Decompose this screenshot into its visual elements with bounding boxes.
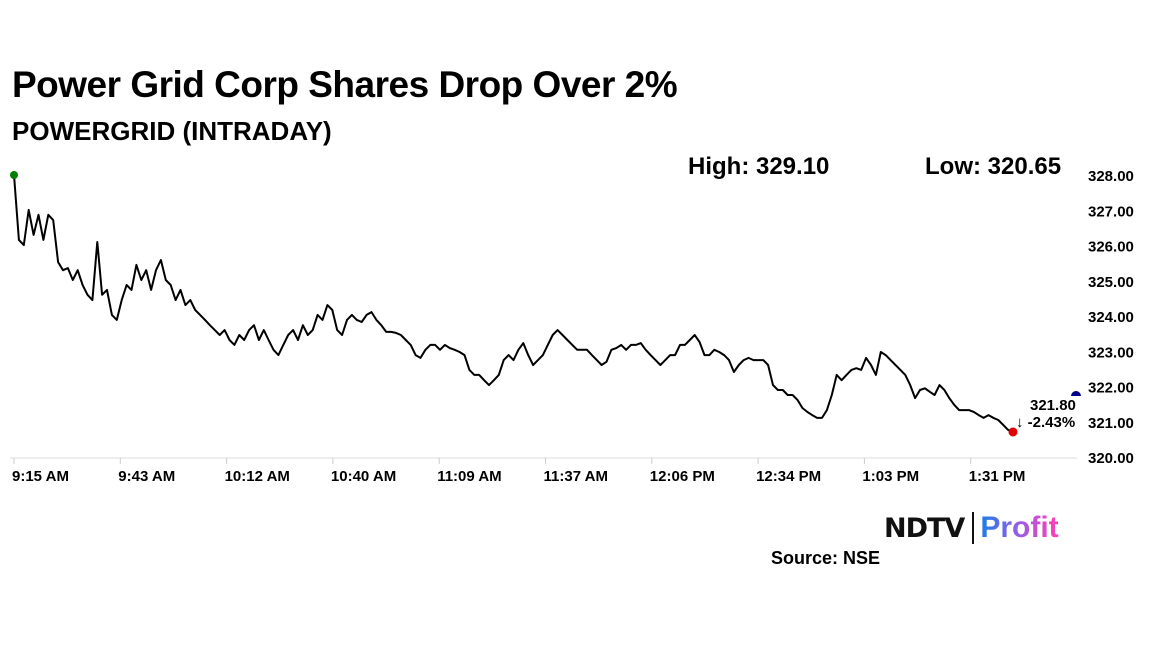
x-tick-label: 9:15 AM <box>12 468 69 485</box>
y-tick-label: 323.00 <box>1088 344 1134 361</box>
reference-marker <box>1071 391 1081 396</box>
y-tick-label: 326.00 <box>1088 239 1134 256</box>
chart-subtitle: POWERGRID (INTRADAY) <box>12 116 332 146</box>
source-label: Source: NSE <box>771 548 881 568</box>
x-tick-label: 10:12 AM <box>225 468 290 485</box>
x-tick-label: 9:43 AM <box>118 468 175 485</box>
change-label: ↓ -2.43% <box>1016 414 1075 431</box>
x-tick-label: 10:40 AM <box>331 468 396 485</box>
high-label: High: 329.10 <box>688 153 830 180</box>
y-tick-label: 324.00 <box>1088 309 1134 326</box>
last-price-label: 321.80 <box>1030 397 1076 414</box>
x-tick-label: 11:37 AM <box>544 468 608 485</box>
end-marker <box>1008 427 1018 437</box>
y-tick-label: 325.00 <box>1088 274 1134 291</box>
logo-profit: Profit <box>980 511 1059 544</box>
y-tick-label: 321.00 <box>1088 415 1134 432</box>
x-tick-label: 12:06 PM <box>650 468 715 485</box>
chart-title: Power Grid Corp Shares Drop Over 2% <box>12 64 678 105</box>
x-tick-label: 11:09 AM <box>437 468 501 485</box>
ndtv-profit-logo: NDTV Profit <box>884 510 1059 546</box>
y-tick-label: 327.00 <box>1088 203 1134 220</box>
logo-divider <box>972 512 975 544</box>
x-tick-label: 12:34 PM <box>756 468 821 485</box>
y-tick-label: 328.00 <box>1088 168 1134 185</box>
price-line <box>13 174 1014 433</box>
low-label: Low: 320.65 <box>925 153 1062 180</box>
y-tick-label: 322.00 <box>1088 380 1134 397</box>
logo-ndtv: NDTV <box>884 512 965 544</box>
x-tick-label: 1:31 PM <box>969 468 1026 485</box>
y-tick-label: 320.00 <box>1088 450 1134 467</box>
x-tick-label: 1:03 PM <box>862 468 919 485</box>
start-marker <box>10 171 18 179</box>
